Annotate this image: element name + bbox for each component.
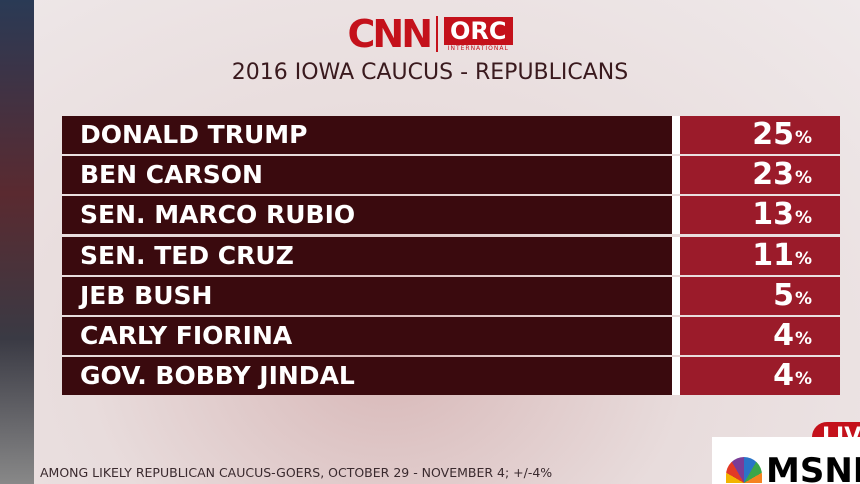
poll-value: 11% xyxy=(680,236,840,275)
percent-sign: % xyxy=(794,329,812,349)
candidate-name: BEN CARSON xyxy=(62,156,672,195)
title: 2016 IOWA CAUCUS - REPUBLICANS xyxy=(231,60,629,85)
row-separator xyxy=(672,156,680,195)
percent-sign: % xyxy=(794,208,812,229)
percent-sign: % xyxy=(794,168,812,189)
row-separator xyxy=(672,196,680,235)
row-separator xyxy=(672,357,680,396)
candidate-name: SEN. MARCO RUBIO xyxy=(62,196,672,235)
percent-sign: % xyxy=(794,128,812,148)
percent-sign: % xyxy=(794,288,812,309)
network-name: MSNBC xyxy=(766,451,860,484)
network-bug: MSNBC xyxy=(712,437,860,484)
percent-sign: % xyxy=(794,369,812,390)
poll-value: 25% xyxy=(680,116,840,154)
peacock-icon xyxy=(726,457,762,483)
poll-value: 4% xyxy=(680,317,840,355)
row-separator xyxy=(672,116,680,154)
row-separator xyxy=(672,317,680,355)
candidate-name: CARLY FIORINA xyxy=(62,317,672,355)
row-separator xyxy=(672,276,680,315)
logo-divider xyxy=(436,16,438,52)
candidate-name: SEN. TED CRUZ xyxy=(62,236,672,275)
table-row: DONALD TRUMP 25% xyxy=(62,116,840,154)
background-strip xyxy=(0,0,34,484)
poll-value: 4% xyxy=(680,357,840,396)
candidate-name: GOV. BOBBY JINDAL xyxy=(62,357,672,396)
table-row: CARLY FIORINA 4% xyxy=(62,317,840,355)
percent-sign: % xyxy=(794,248,812,269)
table-row: JEB BUSH 5% xyxy=(62,276,840,315)
poll-value: 23% xyxy=(680,156,840,195)
row-separator xyxy=(672,236,680,275)
orc-logo: ORC INTERNATIONAL xyxy=(444,16,513,52)
table-row: SEN. MARCO RUBIO 13% xyxy=(62,196,840,235)
poll-value: 5% xyxy=(680,276,840,315)
cnn-logo: CNN xyxy=(347,12,433,56)
table-row: GOV. BOBBY JINDAL 4% xyxy=(62,357,840,396)
orc-sub: INTERNATIONAL xyxy=(447,44,509,52)
candidate-name: JEB BUSH xyxy=(62,276,672,315)
footnote: AMONG LIKELY REPUBLICAN CAUCUS-GOERS, OC… xyxy=(40,465,553,480)
table-row: BEN CARSON 23% xyxy=(62,156,840,195)
logo: CNN ORC INTERNATIONAL xyxy=(0,12,860,56)
orc-name: ORC xyxy=(444,16,513,45)
table-row: SEN. TED CRUZ 11% xyxy=(62,236,840,275)
candidate-name: DONALD TRUMP xyxy=(62,116,672,154)
poll-value: 13% xyxy=(680,196,840,235)
